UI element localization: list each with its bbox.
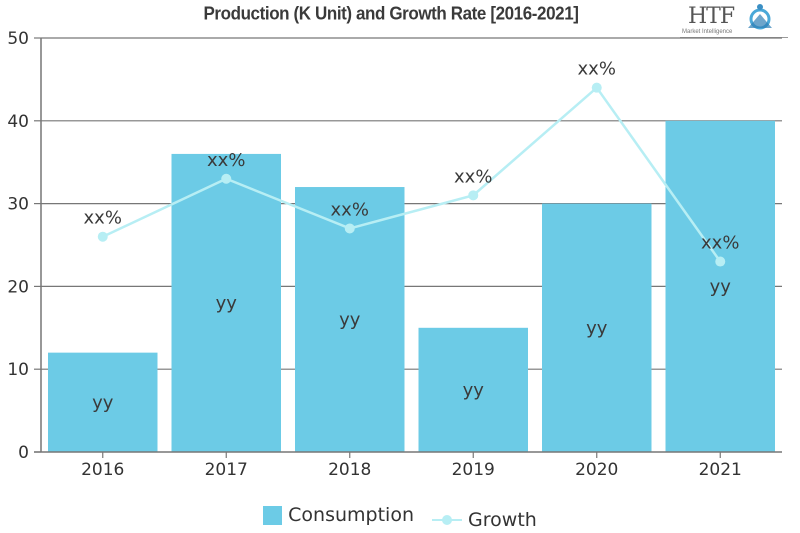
growth-point-2019 bbox=[468, 190, 479, 201]
bars bbox=[48, 120, 775, 453]
growth-label: xx% bbox=[578, 59, 616, 80]
bar-label: yy bbox=[339, 310, 361, 331]
gridlines bbox=[41, 37, 782, 370]
bar-2016 bbox=[48, 352, 158, 452]
growth-line-path bbox=[102, 85, 722, 263]
logo-subtext: Market Intelligence bbox=[682, 29, 733, 35]
x-tick-label: 2018 bbox=[328, 460, 371, 480]
legend-label-growth: Growth bbox=[468, 508, 537, 531]
axes bbox=[34, 38, 782, 453]
x-tick-label: 2020 bbox=[575, 460, 618, 480]
bar-2019 bbox=[418, 327, 528, 452]
logo-text: HTF bbox=[688, 4, 735, 29]
legend: Consumption Growth bbox=[0, 504, 800, 531]
logo-emblem-icon bbox=[748, 4, 772, 30]
bar-2017 bbox=[171, 153, 281, 453]
bar-label: yy bbox=[463, 380, 485, 401]
x-tick-label: 2017 bbox=[205, 460, 248, 480]
growth-label: xx% bbox=[701, 233, 739, 254]
growth-label: xx% bbox=[331, 199, 369, 220]
chart-title: Production (K Unit) and Growth Rate [201… bbox=[203, 3, 579, 24]
y-tick-label: 20 bbox=[7, 277, 29, 297]
legend-item-consumption[interactable]: Consumption bbox=[263, 504, 414, 526]
htf-logo: HTF Market Intelligence bbox=[680, 2, 790, 40]
bar-2020 bbox=[542, 203, 652, 452]
bar-label: yy bbox=[92, 392, 114, 413]
y-tick-label: 50 bbox=[7, 29, 29, 49]
growth-point-2016 bbox=[97, 231, 108, 242]
growth-label: xx% bbox=[207, 150, 245, 171]
y-tick-label: 10 bbox=[7, 360, 29, 380]
bar-label: yy bbox=[710, 276, 732, 297]
y-axis-ticks: 0 10 20 30 40 50 bbox=[7, 29, 41, 463]
growth-line bbox=[97, 82, 726, 267]
legend-swatch-consumption bbox=[263, 505, 283, 525]
bar-label: yy bbox=[216, 293, 238, 314]
growth-point-2017 bbox=[221, 173, 232, 184]
growth-label: xx% bbox=[454, 166, 492, 187]
growth-point-2018 bbox=[344, 223, 355, 234]
x-tick-label: 2021 bbox=[699, 460, 742, 480]
x-tick-label: 2016 bbox=[81, 460, 124, 480]
y-tick-label: 30 bbox=[7, 195, 29, 215]
legend-label-consumption: Consumption bbox=[288, 504, 414, 526]
y-tick-label: 40 bbox=[7, 112, 29, 132]
x-axis-ticks: 2016 2017 2018 2019 2020 2021 bbox=[81, 452, 742, 480]
y-tick-label: 0 bbox=[18, 443, 29, 463]
bar-2021 bbox=[665, 120, 775, 453]
legend-swatch-growth bbox=[432, 514, 463, 525]
bar-label: yy bbox=[586, 318, 608, 339]
growth-point-2020 bbox=[591, 82, 602, 93]
bar-labels: yy yy yy yy yy yy bbox=[92, 276, 731, 413]
growth-point-2021 bbox=[715, 256, 726, 267]
growth-labels: xx% xx% xx% xx% xx% xx% bbox=[84, 59, 740, 254]
legend-item-growth[interactable]: Growth bbox=[432, 509, 537, 531]
growth-label: xx% bbox=[84, 208, 122, 229]
x-tick-label: 2019 bbox=[452, 460, 495, 480]
